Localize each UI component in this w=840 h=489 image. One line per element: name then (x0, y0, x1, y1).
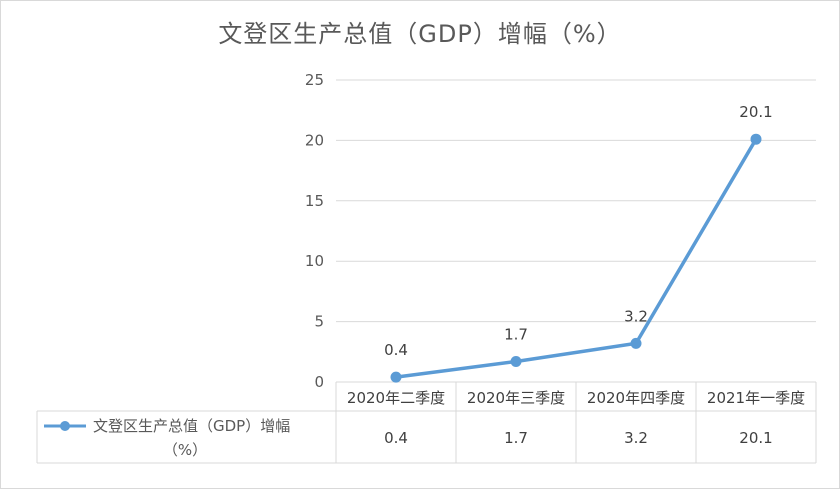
data-point (630, 337, 642, 349)
data-label: 20.1 (739, 103, 772, 121)
table-value-cell: 0.4 (384, 429, 408, 447)
series-line-path (394, 137, 758, 379)
y-tick-label: 20 (305, 131, 324, 149)
table-value-cell: 1.7 (504, 429, 528, 447)
x-category-label: 2020年四季度 (587, 389, 685, 407)
data-point (510, 355, 522, 367)
y-tick-label: 0 (314, 373, 324, 391)
legend-label-line1: 文登区生产总值（GDP）增幅 (93, 417, 290, 435)
data-label: 1.7 (504, 325, 528, 343)
data-label: 0.4 (384, 341, 408, 359)
x-category-label: 2021年一季度 (707, 389, 805, 407)
legend-marker-icon (60, 421, 70, 431)
data-point (750, 133, 762, 145)
data-point (390, 371, 402, 383)
y-axis-ticks: 0 5 10 15 20 25 (305, 71, 324, 391)
y-tick-label: 10 (305, 252, 324, 270)
series-line (390, 133, 762, 383)
legend: 文登区生产总值（GDP）增幅 （%） (44, 417, 290, 459)
data-labels: 0.4 1.7 3.2 20.1 (384, 103, 773, 359)
y-tick-label: 15 (305, 192, 324, 210)
data-table: 2020年二季度 2020年三季度 2020年四季度 2021年一季度 0.4 1.7 3.… (36, 381, 817, 464)
chart-title: 文登区生产总值（GDP）增幅（%） (218, 20, 622, 48)
gridlines (336, 79, 816, 323)
y-tick-label: 25 (305, 71, 324, 89)
legend-label-line2: （%） (163, 441, 207, 459)
y-tick-label: 5 (314, 313, 324, 331)
x-category-label: 2020年二季度 (347, 389, 445, 407)
table-value-cell: 3.2 (624, 429, 648, 447)
x-category-label: 2020年三季度 (467, 389, 565, 407)
table-value-cell: 20.1 (739, 429, 772, 447)
data-label: 3.2 (624, 307, 648, 325)
